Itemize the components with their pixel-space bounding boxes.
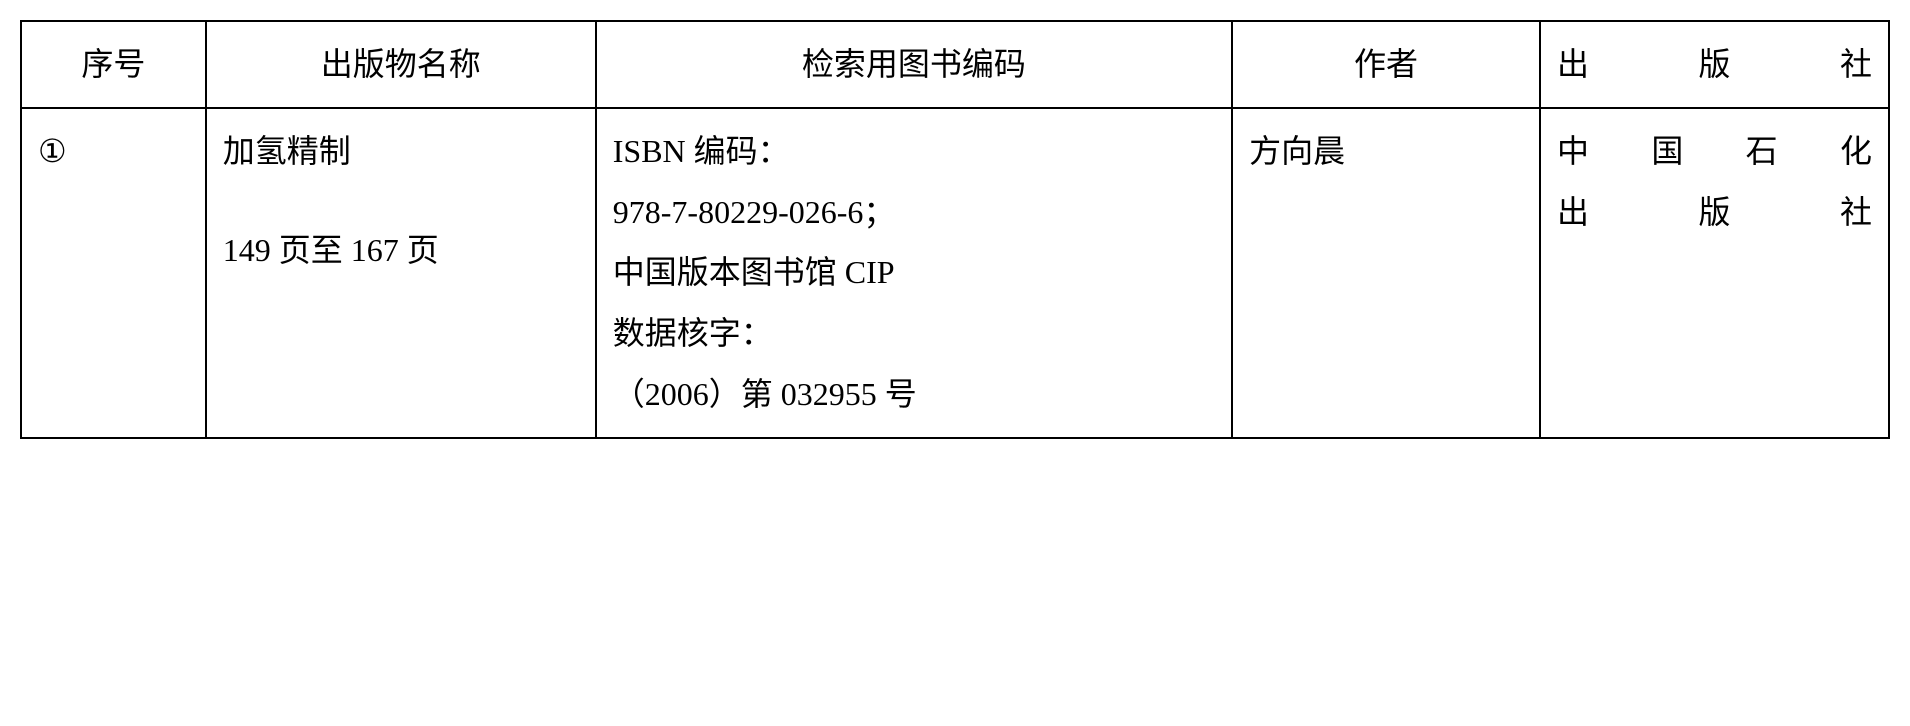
cell-author: 方向晨 <box>1232 108 1540 438</box>
pub-line1: 中国石化 <box>1557 121 1872 182</box>
table-row: ① 加氢精制 149 页至 167 页 ISBN 编码： 978-7-80229… <box>21 108 1889 438</box>
name-line1: 加氢精制 <box>223 121 579 182</box>
cell-seq: ① <box>21 108 206 438</box>
pub-line2: 出版社 <box>1557 182 1872 243</box>
code-line4: 数据核字： <box>613 303 1215 364</box>
header-publisher: 出版社 <box>1540 21 1889 108</box>
code-line2: 978-7-80229-026-6； <box>613 182 1215 243</box>
header-author: 作者 <box>1232 21 1540 108</box>
header-seq: 序号 <box>21 21 206 108</box>
code-line5: （2006）第 032955 号 <box>613 364 1215 425</box>
table-header-row: 序号 出版物名称 检索用图书编码 作者 出版社 <box>21 21 1889 108</box>
cell-publisher: 中国石化 出版社 <box>1540 108 1889 438</box>
name-spacer <box>223 182 579 220</box>
header-name: 出版物名称 <box>206 21 596 108</box>
code-line1: ISBN 编码： <box>613 121 1215 182</box>
code-line3: 中国版本图书馆 CIP <box>613 242 1215 303</box>
name-line2: 149 页至 167 页 <box>223 220 579 281</box>
reference-table: 序号 出版物名称 检索用图书编码 作者 出版社 ① 加氢精制 149 页至 16… <box>20 20 1890 439</box>
cell-code: ISBN 编码： 978-7-80229-026-6； 中国版本图书馆 CIP … <box>596 108 1232 438</box>
cell-name: 加氢精制 149 页至 167 页 <box>206 108 596 438</box>
header-code: 检索用图书编码 <box>596 21 1232 108</box>
